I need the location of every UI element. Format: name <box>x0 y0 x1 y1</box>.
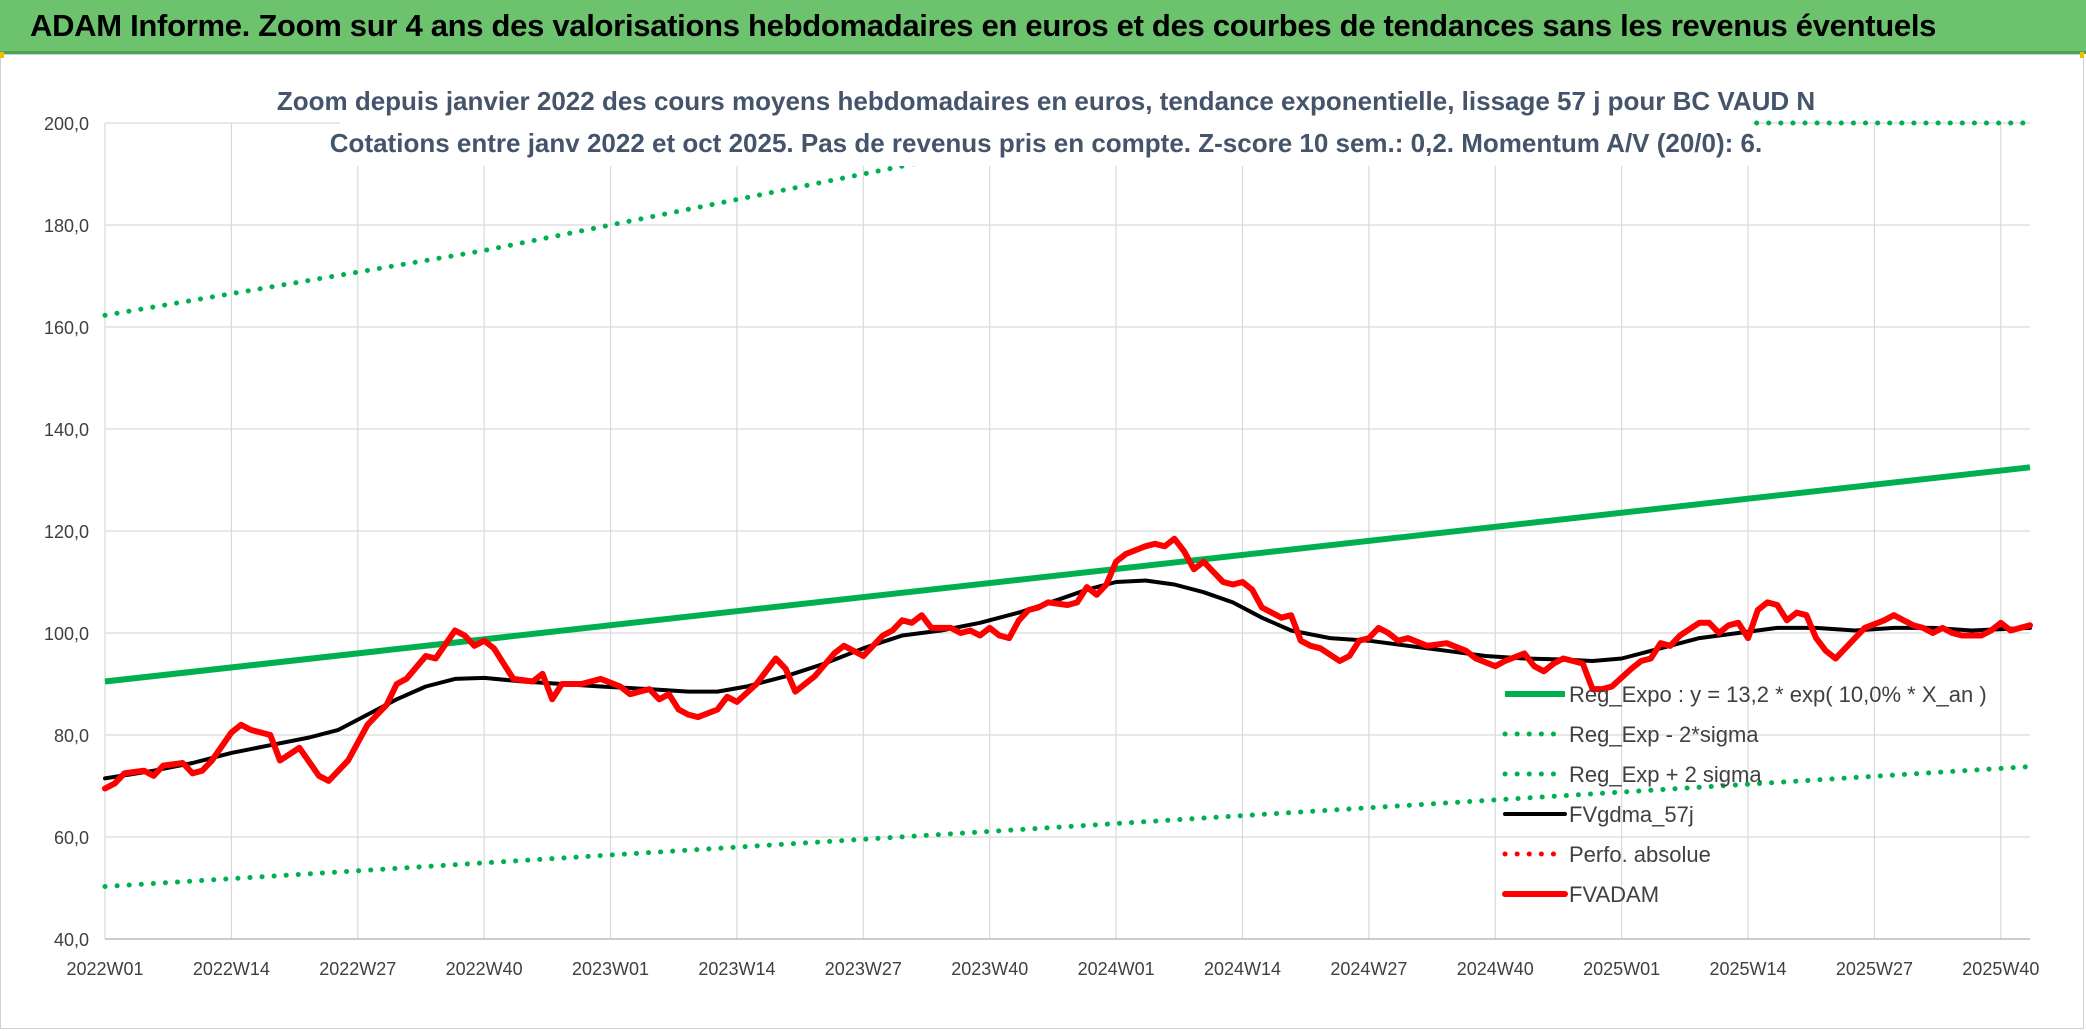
legend-label: FVgdma_57j <box>1569 802 1694 827</box>
report-title: ADAM Informe. Zoom sur 4 ans des valoris… <box>30 8 1937 43</box>
y-tick-label: 180,0 <box>44 216 89 236</box>
y-tick-label: 100,0 <box>44 624 89 644</box>
x-tick-label: 2024W40 <box>1457 959 1534 979</box>
x-tick-label: 2023W40 <box>951 959 1028 979</box>
series-line-3 <box>103 578 2032 781</box>
y-tick-label: 60,0 <box>54 828 89 848</box>
chart-legend: Reg_Expo : y = 13,2 * exp( 10,0% * X_an … <box>1502 682 1987 907</box>
x-axis-ticks: 2022W01 2022W14 2022W27 2022W40 2023W01 2023W… <box>66 959 2039 979</box>
y-tick-label: 80,0 <box>54 726 89 746</box>
legend-label: Reg_Exp - 2*sigma <box>1569 722 1759 747</box>
chart-title-background <box>340 78 1752 166</box>
series-line-1 <box>102 764 2033 889</box>
chart-title: Zoom depuis janvier 2022 des cours moyen… <box>277 86 1815 116</box>
x-tick-label: 2024W14 <box>1204 959 1281 979</box>
y-tick-label: 140,0 <box>44 420 89 440</box>
y-tick-label: 200,0 <box>44 114 89 134</box>
x-tick-label: 2025W40 <box>1962 959 2039 979</box>
x-tick-label: 2025W01 <box>1583 959 1660 979</box>
x-tick-label: 2023W01 <box>572 959 649 979</box>
y-axis-ticks: 40,0 60,0 80,0 100,0 120,0 140,0 160,0 180,0 200… <box>44 114 89 950</box>
x-tick-label: 2025W14 <box>1710 959 1787 979</box>
legend-label: Reg_Expo : y = 13,2 * exp( 10,0% * X_an … <box>1569 682 1987 707</box>
chart-frame <box>0 54 2084 1029</box>
x-tick-label: 2022W27 <box>319 959 396 979</box>
y-tick-label: 40,0 <box>54 930 89 950</box>
x-tick-label: 2024W27 <box>1330 959 1407 979</box>
series-line-0 <box>104 464 2031 685</box>
x-tick-label: 2024W01 <box>1078 959 1155 979</box>
legend-label: FVADAM <box>1569 882 1659 907</box>
report-title-banner: ADAM Informe. Zoom sur 4 ans des valoris… <box>0 0 2086 54</box>
chart-subtitle: Cotations entre janv 2022 et oct 2025. P… <box>330 128 1762 158</box>
chart-lines <box>102 120 2033 889</box>
y-tick-label: 120,0 <box>44 522 89 542</box>
legend-label: Reg_Exp + 2 sigma <box>1569 762 1762 787</box>
series-line-5 <box>102 535 2033 792</box>
x-tick-label: 2022W01 <box>66 959 143 979</box>
chart-grid <box>104 122 2030 940</box>
legend-label: Perfo. absolue <box>1569 842 1711 867</box>
x-tick-label: 2023W27 <box>825 959 902 979</box>
y-tick-label: 160,0 <box>44 318 89 338</box>
x-tick-label: 2022W14 <box>193 959 270 979</box>
frame-corner-marker <box>2080 52 2084 58</box>
x-tick-label: 2025W27 <box>1836 959 1913 979</box>
frame-corner-marker <box>0 52 4 58</box>
x-tick-label: 2023W14 <box>698 959 775 979</box>
chart-titles: Zoom depuis janvier 2022 des cours moyen… <box>277 78 1815 166</box>
x-tick-label: 2022W40 <box>446 959 523 979</box>
